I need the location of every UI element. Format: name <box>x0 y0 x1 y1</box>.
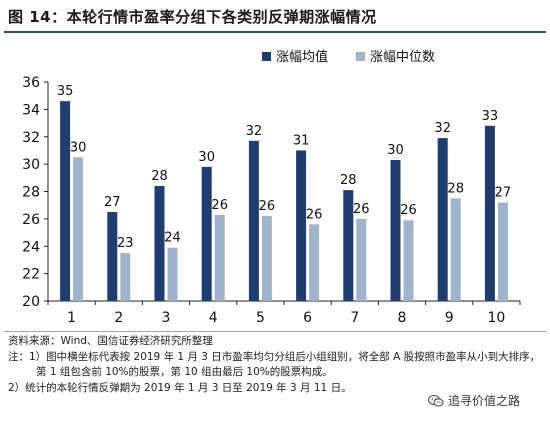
legend-label-mean: 涨幅均值 <box>276 49 328 65</box>
bar-median <box>214 214 225 301</box>
bar-median <box>73 157 84 301</box>
bar-mean <box>343 190 354 301</box>
x-tick-label: 6 <box>303 310 312 326</box>
wechat-icon <box>428 394 444 407</box>
bar-median <box>167 247 178 301</box>
x-tick-label: 9 <box>445 310 454 326</box>
data-label-mean: 32 <box>246 124 263 139</box>
bar-median <box>356 218 367 301</box>
x-tick-label: 5 <box>256 310 265 326</box>
bar-median <box>120 253 131 301</box>
notes-rule <box>4 331 546 332</box>
data-label-median: 28 <box>447 181 464 196</box>
y-tick-label: 32 <box>22 130 40 146</box>
bar-median <box>403 220 414 301</box>
x-tick-label: 2 <box>114 310 123 326</box>
x-tick-label: 1 <box>67 310 76 326</box>
notes: 资料来源：Wind、国信证券经济研究所整理 注：1）图中横坐标代表按 2019 … <box>8 334 544 396</box>
bar-mean <box>248 140 259 301</box>
watermark-text: 追寻价值之路 <box>448 394 521 408</box>
y-tick-label: 20 <box>22 294 40 310</box>
y-tick-label: 28 <box>22 185 40 201</box>
data-label-mean: 32 <box>434 121 451 136</box>
data-label-mean: 33 <box>482 109 499 124</box>
y-tick-label: 34 <box>22 102 40 118</box>
bar-median <box>497 202 508 301</box>
data-label-mean: 30 <box>198 150 215 165</box>
bar-mean <box>60 101 71 301</box>
bar-mean <box>484 125 495 301</box>
y-tick-label: 26 <box>22 212 40 228</box>
data-label-median: 26 <box>211 198 228 213</box>
legend-label-median: 涨幅中位数 <box>370 50 435 65</box>
data-label-mean: 28 <box>340 173 357 188</box>
data-label-median: 24 <box>164 231 181 246</box>
bar-mean <box>201 166 212 301</box>
data-label-median: 23 <box>117 236 134 251</box>
y-tick-label: 36 <box>22 75 40 91</box>
title-rule <box>4 31 546 33</box>
legend-swatch-mean <box>262 52 271 61</box>
figure-title: 图 14：本轮行情市盈率分组下各类别反弹期涨幅情况 <box>8 8 377 26</box>
x-tick-label: 10 <box>487 310 505 326</box>
data-label-median: 27 <box>495 185 512 200</box>
data-label-median: 26 <box>400 203 417 218</box>
bar-median <box>450 198 461 301</box>
y-tick-label: 24 <box>22 239 40 255</box>
y-tick-label: 30 <box>22 157 40 173</box>
bar-mean <box>390 160 401 301</box>
data-label-mean: 31 <box>293 133 310 148</box>
note-2: 2）统计的本轮行情反弹期为 2019 年 1 月 3 日至 2019 年 3 月… <box>8 381 352 394</box>
data-label-mean: 30 <box>387 143 404 158</box>
bar-median <box>309 224 320 301</box>
data-label-mean: 28 <box>151 169 168 184</box>
data-label-median: 26 <box>353 202 370 217</box>
data-label-median: 30 <box>70 140 87 155</box>
data-label-median: 26 <box>306 207 323 222</box>
y-tick-label: 22 <box>22 267 40 283</box>
source-note: 资料来源：Wind、国信证券经济研究所整理 <box>8 335 213 347</box>
legend-swatch-median <box>356 52 365 61</box>
bar-mean <box>107 212 118 301</box>
x-tick-label: 7 <box>350 310 359 326</box>
x-tick-label: 8 <box>398 310 407 326</box>
watermark: 追寻价值之路 <box>424 392 525 409</box>
bar-median <box>261 216 272 301</box>
bar-chart: 2022242628303234363527283032312830323330… <box>22 49 521 326</box>
data-label-mean: 35 <box>57 84 74 99</box>
data-label-median: 26 <box>259 199 276 214</box>
x-tick-label: 3 <box>162 310 171 326</box>
bar-mean <box>437 138 448 301</box>
x-tick-label: 4 <box>209 310 218 326</box>
note-1: 注：1）图中横坐标代表按 2019 年 1 月 3 日市盈率均匀分组后小组组别，… <box>8 350 541 379</box>
bar-mean <box>296 150 307 301</box>
bar-mean <box>154 186 165 301</box>
data-label-mean: 27 <box>104 195 121 210</box>
